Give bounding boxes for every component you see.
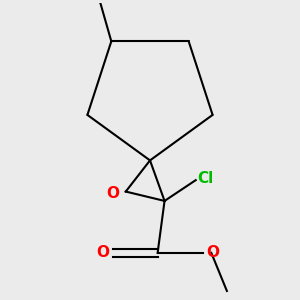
Text: Cl: Cl — [197, 171, 214, 186]
Text: O: O — [96, 245, 109, 260]
Text: O: O — [206, 245, 219, 260]
Text: O: O — [106, 186, 119, 201]
